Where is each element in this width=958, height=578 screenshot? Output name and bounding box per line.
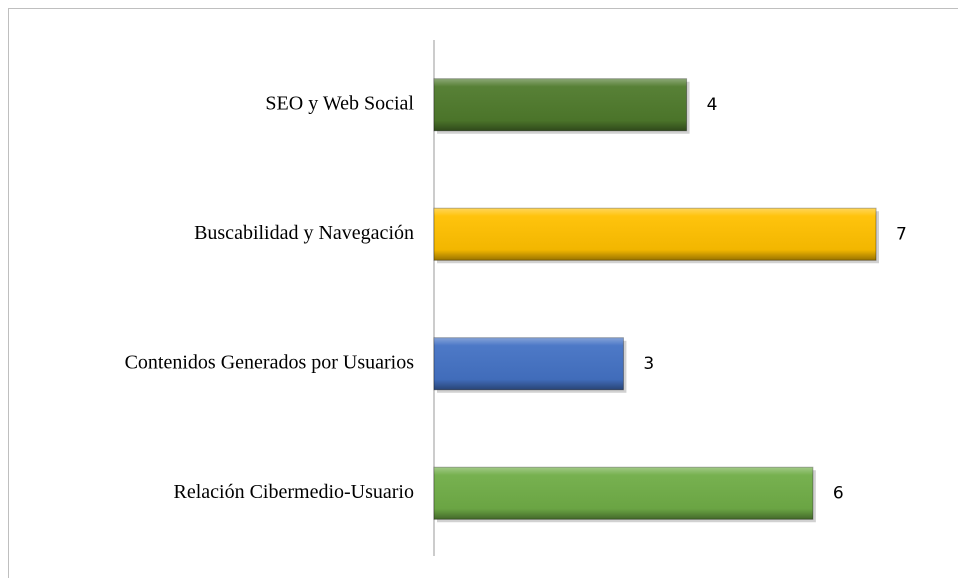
bar-bevel	[434, 78, 687, 131]
bar-bevel	[434, 467, 813, 520]
category-label: Buscabilidad y Navegación	[194, 222, 414, 244]
category-label: Contenidos Generados por Usuarios	[125, 351, 415, 373]
value-label: 7	[896, 224, 907, 244]
category-label: SEO y Web Social	[265, 92, 414, 114]
chart-frame	[8, 8, 958, 578]
bar-bevel	[434, 337, 624, 390]
value-label: 6	[833, 483, 844, 503]
category-label: Relación Cibermedio-Usuario	[174, 481, 415, 503]
bar-bevel	[434, 208, 876, 261]
value-label: 3	[643, 354, 654, 374]
value-label: 4	[707, 95, 718, 115]
